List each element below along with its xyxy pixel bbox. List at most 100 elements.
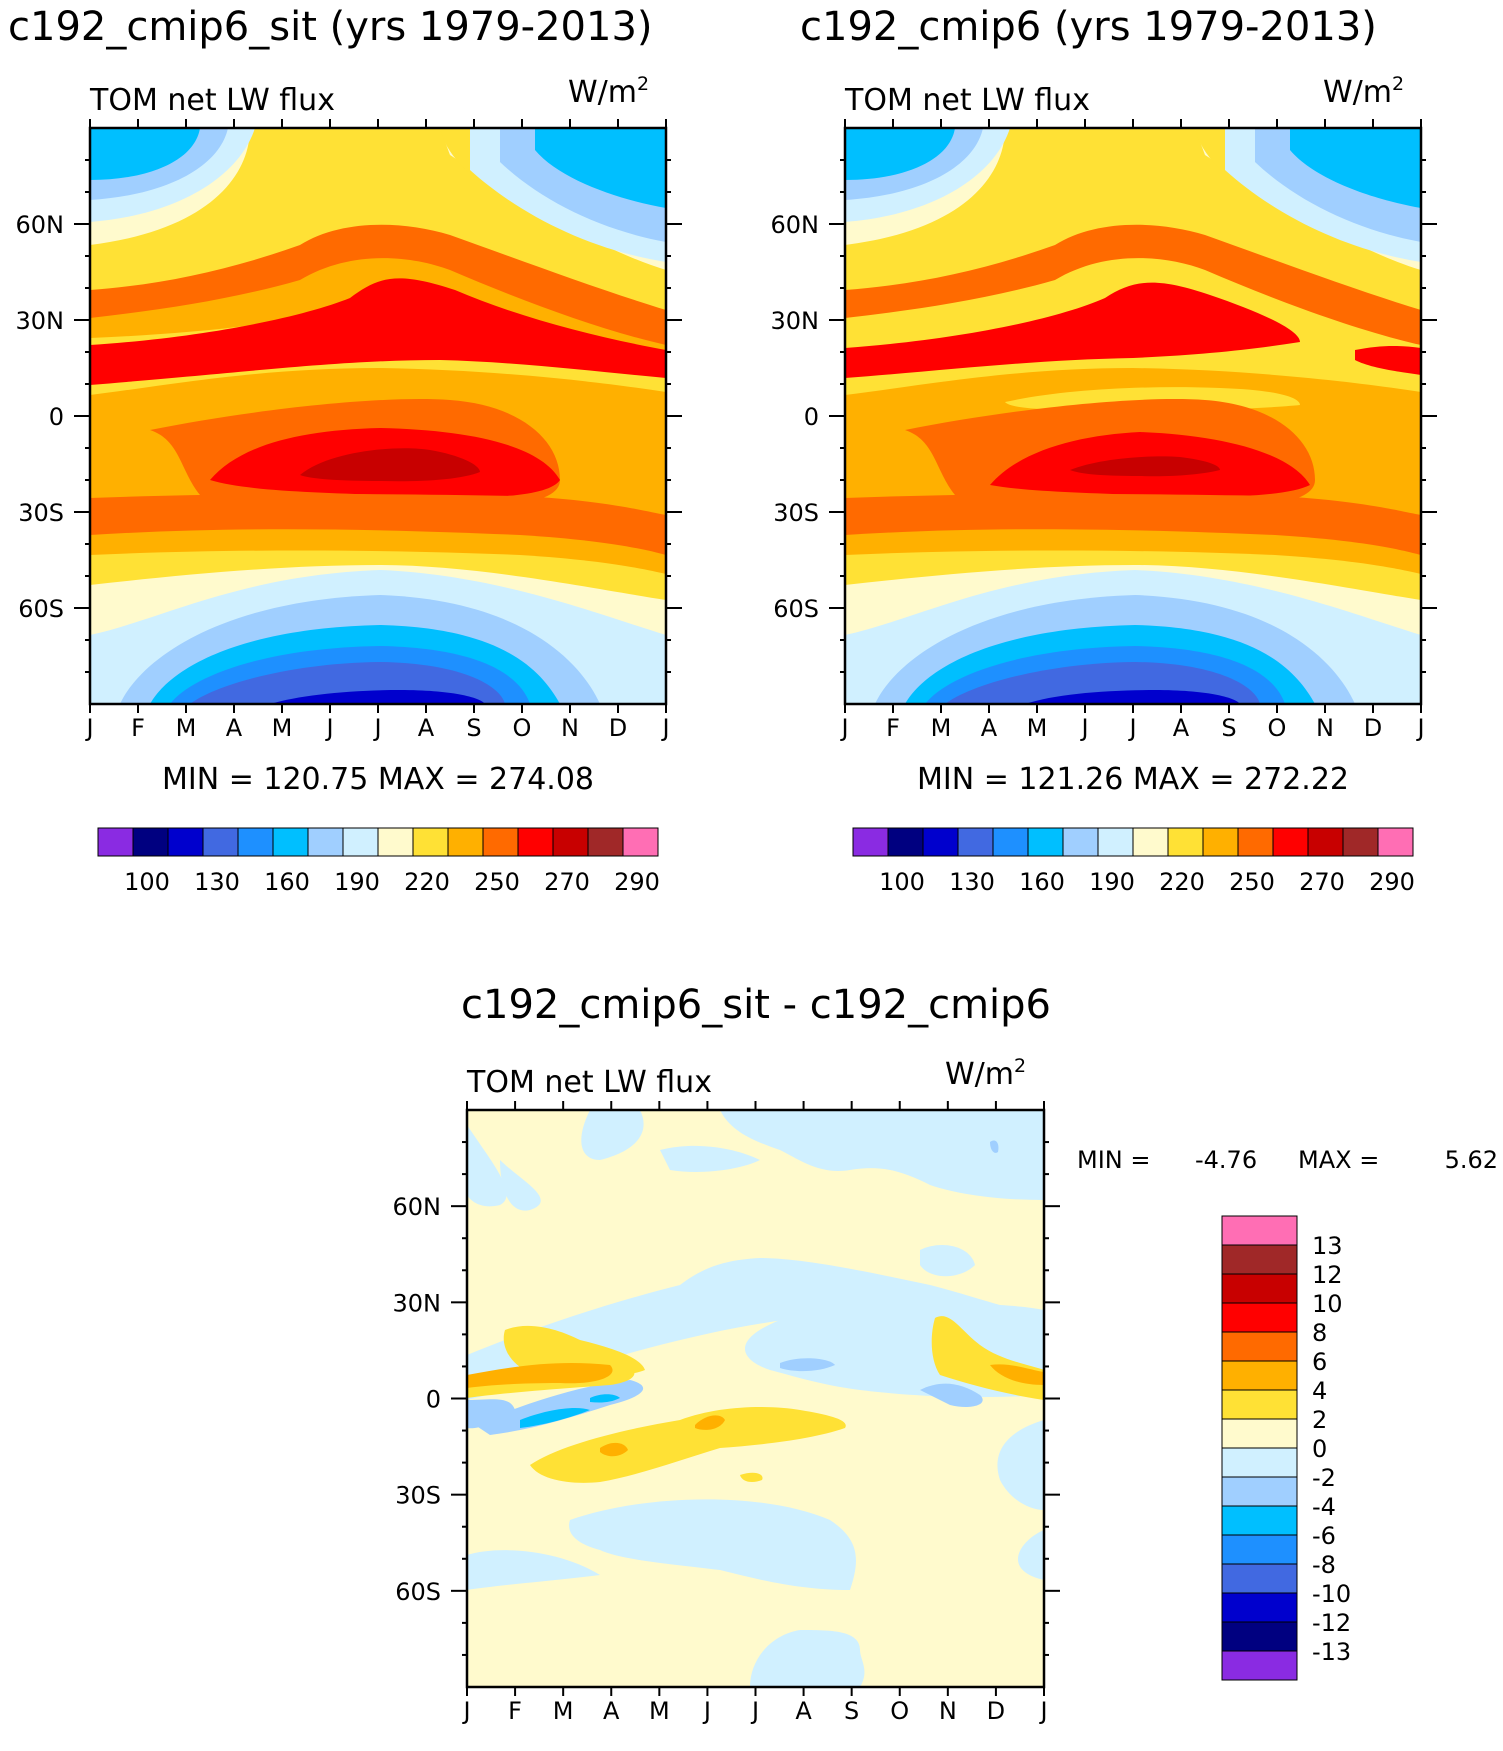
colorbar-swatch — [482, 827, 519, 857]
colorbar-swatch — [1221, 1534, 1298, 1565]
colorbar-swatch — [587, 827, 624, 857]
x-tick-label: J — [702, 1697, 711, 1725]
panel-2-variable-label: TOM net LW flux — [844, 83, 1090, 118]
panel-3-axes: J F M A M J J A S O N D J 60N 30N 0 30S 60S — [393, 1101, 1060, 1725]
panel-3-stats-min-label: MIN = — [1077, 1146, 1150, 1174]
x-tick-label: N — [939, 1697, 957, 1725]
x-tick-label: J — [1038, 1697, 1047, 1725]
x-tick-label: D — [609, 714, 627, 742]
colorbar-label: 12 — [1312, 1261, 1343, 1289]
colorbar-label: 290 — [614, 868, 660, 896]
colorbar-label: 2 — [1312, 1406, 1327, 1434]
x-tick-label: M — [272, 714, 293, 742]
y-tick-label: 30S — [18, 499, 64, 527]
colorbar-label: 100 — [124, 868, 170, 896]
colorbar-label: 13 — [1312, 1232, 1343, 1260]
x-tick-label: A — [603, 1697, 620, 1725]
x-tick-label: A — [418, 714, 435, 742]
x-tick-label: M — [649, 1697, 670, 1725]
colorbar-swatch — [342, 827, 379, 857]
panel-2-field — [845, 128, 1421, 704]
colorbar-swatch — [992, 827, 1029, 857]
colorbar-label: 220 — [404, 868, 450, 896]
x-tick-label: S — [466, 714, 481, 742]
colorbar-label: -10 — [1312, 1580, 1351, 1608]
colorbar-swatch — [1167, 827, 1204, 857]
x-tick-label: J — [750, 1697, 759, 1725]
panel-3-stats-min: -4.76 — [1195, 1146, 1257, 1174]
panel-3: c192_cmip6_sit - c192_cmip6 TOM net LW f… — [393, 982, 1499, 1725]
x-tick-label: S — [844, 1697, 859, 1725]
colorbar-swatch — [1342, 827, 1379, 857]
colorbar-swatch — [1221, 1447, 1298, 1478]
colorbar-label: 290 — [1369, 868, 1415, 896]
colorbar-swatch — [1202, 827, 1239, 857]
y-tick-label: 0 — [426, 1386, 441, 1414]
colorbar-swatch — [1307, 827, 1344, 857]
colorbar-swatch — [272, 827, 309, 857]
x-tick-label: O — [1268, 714, 1287, 742]
panel-2-title: c192_cmip6 (yrs 1979-2013) — [800, 4, 1377, 50]
panel-1-axes: J F M A M J J A S O N D J 60N 30N 0 30S 60S — [16, 119, 682, 742]
panel-2-colorbar: 100 130 160 190 220 250 270 290 — [852, 827, 1415, 896]
colorbar-swatch — [1221, 1563, 1298, 1594]
x-tick-label: M — [931, 714, 952, 742]
x-tick-label: J — [1415, 714, 1424, 742]
y-tick-label: 30N — [771, 307, 820, 335]
colorbar-swatch — [1221, 1592, 1298, 1623]
panel-1: c192_cmip6_sit (yrs 1979-2013) TOM net L… — [8, 4, 682, 896]
y-tick-label: 30S — [773, 499, 819, 527]
x-tick-label: F — [886, 714, 900, 742]
colorbar-swatch — [1221, 1476, 1298, 1507]
colorbar-label: 100 — [879, 868, 925, 896]
colorbar-swatch — [1221, 1273, 1298, 1304]
colorbar-label: 130 — [194, 868, 240, 896]
colorbar-swatch — [1221, 1621, 1298, 1652]
colorbar-swatch — [167, 827, 204, 857]
colorbar-label: 220 — [1159, 868, 1205, 896]
colorbar-label: 250 — [1229, 868, 1275, 896]
x-tick-label: J — [839, 714, 848, 742]
colorbar-swatch — [1221, 1244, 1298, 1275]
x-tick-label: M — [1027, 714, 1048, 742]
colorbar-label: 160 — [264, 868, 310, 896]
colorbar-label: 8 — [1312, 1319, 1327, 1347]
x-tick-label: J — [1127, 714, 1136, 742]
x-tick-label: F — [508, 1697, 522, 1725]
colorbar-label: 160 — [1019, 868, 1065, 896]
y-tick-label: 60N — [393, 1193, 442, 1221]
colorbar-swatch — [622, 827, 659, 857]
panel-1-units: W/m2 — [568, 73, 649, 110]
panel-1-variable-label: TOM net LW flux — [89, 83, 335, 118]
x-tick-label: D — [987, 1697, 1005, 1725]
x-tick-label: F — [131, 714, 145, 742]
x-tick-label: N — [1316, 714, 1334, 742]
y-tick-label: 30N — [393, 1289, 442, 1317]
x-tick-label: J — [461, 1697, 470, 1725]
colorbar-swatch — [1221, 1331, 1298, 1362]
x-tick-label: N — [561, 714, 579, 742]
colorbar-swatch — [1221, 1215, 1298, 1246]
panel-1-field — [90, 128, 666, 704]
panel-3-variable-label: TOM net LW flux — [466, 1065, 712, 1100]
colorbar-swatch — [852, 827, 889, 857]
x-tick-label: M — [176, 714, 197, 742]
colorbar-swatch — [447, 827, 484, 857]
x-tick-label: A — [1173, 714, 1190, 742]
colorbar-label: 250 — [474, 868, 520, 896]
colorbar-label: -12 — [1312, 1609, 1351, 1637]
colorbar-label: 6 — [1312, 1348, 1327, 1376]
colorbar-swatch — [1097, 827, 1134, 857]
colorbar-swatch — [1027, 827, 1064, 857]
colorbar-label: -4 — [1312, 1493, 1336, 1521]
panel-1-colorbar: 100 130 160 190 220 250 270 290 — [97, 827, 660, 896]
colorbar-swatch — [1132, 827, 1169, 857]
colorbar-label: 270 — [1299, 868, 1345, 896]
panel-1-title: c192_cmip6_sit (yrs 1979-2013) — [8, 4, 653, 50]
panel-3-units: W/m2 — [945, 1055, 1026, 1092]
panel-2-units: W/m2 — [1323, 73, 1404, 110]
colorbar-swatch — [887, 827, 924, 857]
x-tick-label: D — [1364, 714, 1382, 742]
